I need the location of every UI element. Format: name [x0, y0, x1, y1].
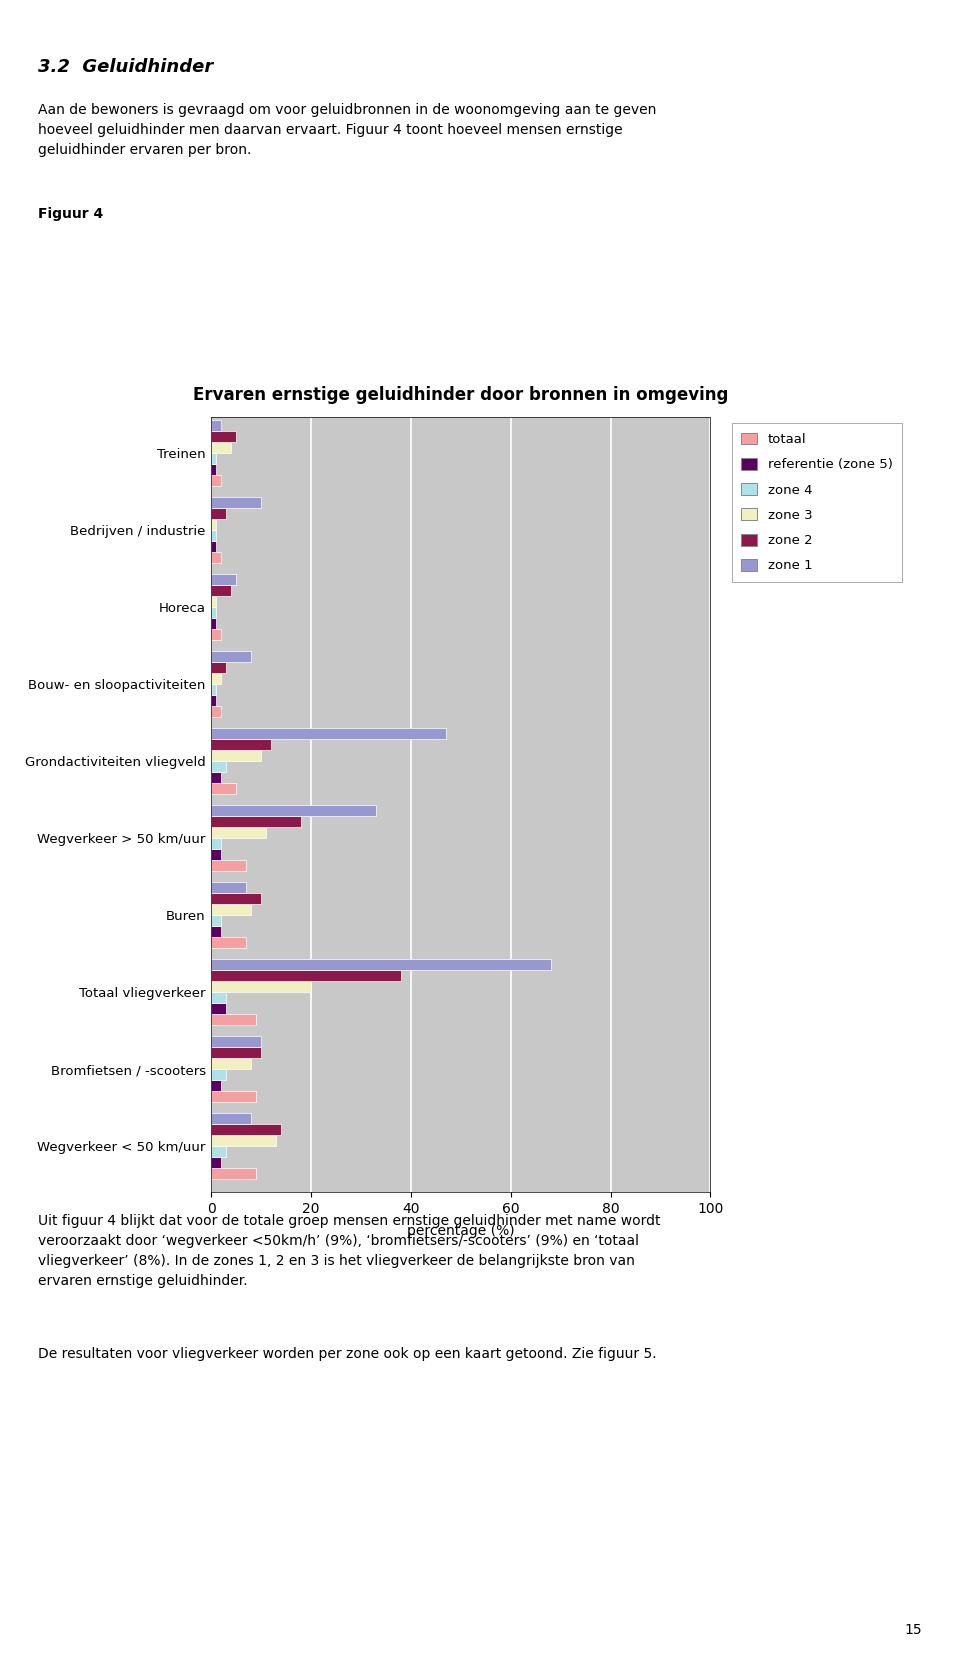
Text: Uit figuur 4 blijkt dat voor de totale groep mensen ernstige geluidhinder met na: Uit figuur 4 blijkt dat voor de totale g… [38, 1214, 660, 1287]
Bar [211, 839, 221, 849]
Bar [211, 970, 401, 982]
Bar [211, 772, 221, 783]
Bar [211, 827, 266, 839]
Bar [211, 882, 246, 894]
Text: Figuur 4: Figuur 4 [38, 207, 104, 220]
Bar [211, 420, 221, 432]
Bar [211, 982, 311, 992]
Text: 15: 15 [904, 1624, 922, 1637]
Bar [211, 520, 216, 530]
Bar [211, 1157, 221, 1169]
Bar [211, 1169, 256, 1179]
Bar [211, 927, 221, 937]
Bar [211, 1124, 281, 1135]
Bar [211, 453, 216, 465]
Bar [211, 707, 221, 717]
Bar [211, 1037, 261, 1047]
Text: De resultaten voor vliegverkeer worden per zone ook op een kaart getoond. Zie fi: De resultaten voor vliegverkeer worden p… [38, 1347, 657, 1360]
Bar [211, 992, 227, 1004]
Bar [211, 1059, 252, 1069]
Bar [211, 1135, 276, 1147]
Bar [211, 652, 252, 662]
Bar [211, 1014, 256, 1025]
Bar [211, 497, 261, 508]
Bar [211, 1080, 221, 1092]
Bar [211, 552, 221, 563]
Bar [211, 904, 252, 915]
Bar [211, 1147, 227, 1157]
Title: Ervaren ernstige geluidhinder door bronnen in omgeving: Ervaren ernstige geluidhinder door bronn… [193, 387, 729, 403]
Bar [211, 530, 216, 542]
Bar [211, 1092, 256, 1102]
Bar [211, 762, 227, 772]
Bar [211, 915, 221, 927]
Bar [211, 817, 301, 827]
Bar [211, 607, 216, 618]
Bar [211, 849, 221, 860]
Bar [211, 432, 236, 442]
Bar [211, 1004, 227, 1014]
Bar [211, 630, 221, 640]
Bar [211, 805, 376, 817]
Bar [211, 695, 216, 707]
Legend: totaal, referentie (zone 5), zone 4, zone 3, zone 2, zone 1: totaal, referentie (zone 5), zone 4, zon… [732, 423, 901, 582]
Bar [211, 585, 231, 597]
Bar [211, 959, 551, 970]
Bar [211, 1069, 227, 1080]
Bar [211, 465, 216, 475]
Bar [211, 597, 216, 607]
Bar [211, 618, 216, 630]
Text: 3.2  Geluidhinder: 3.2 Geluidhinder [38, 58, 214, 77]
Text: Aan de bewoners is gevraagd om voor geluidbronnen in de woonomgeving aan te geve: Aan de bewoners is gevraagd om voor gelu… [38, 103, 657, 157]
Bar [211, 683, 216, 695]
Bar [211, 542, 216, 552]
Bar [211, 673, 221, 683]
Bar [211, 783, 236, 793]
Bar [211, 442, 231, 453]
Bar [211, 894, 261, 904]
Bar [211, 1047, 261, 1059]
Bar [211, 662, 227, 673]
Bar [211, 508, 227, 520]
Bar [211, 860, 246, 872]
Bar [211, 738, 271, 750]
X-axis label: percentage (%): percentage (%) [407, 1224, 515, 1239]
Bar [211, 750, 261, 762]
Bar [211, 575, 236, 585]
Bar [211, 1114, 252, 1124]
Bar [211, 937, 246, 949]
Bar [211, 728, 445, 738]
Bar [211, 475, 221, 487]
